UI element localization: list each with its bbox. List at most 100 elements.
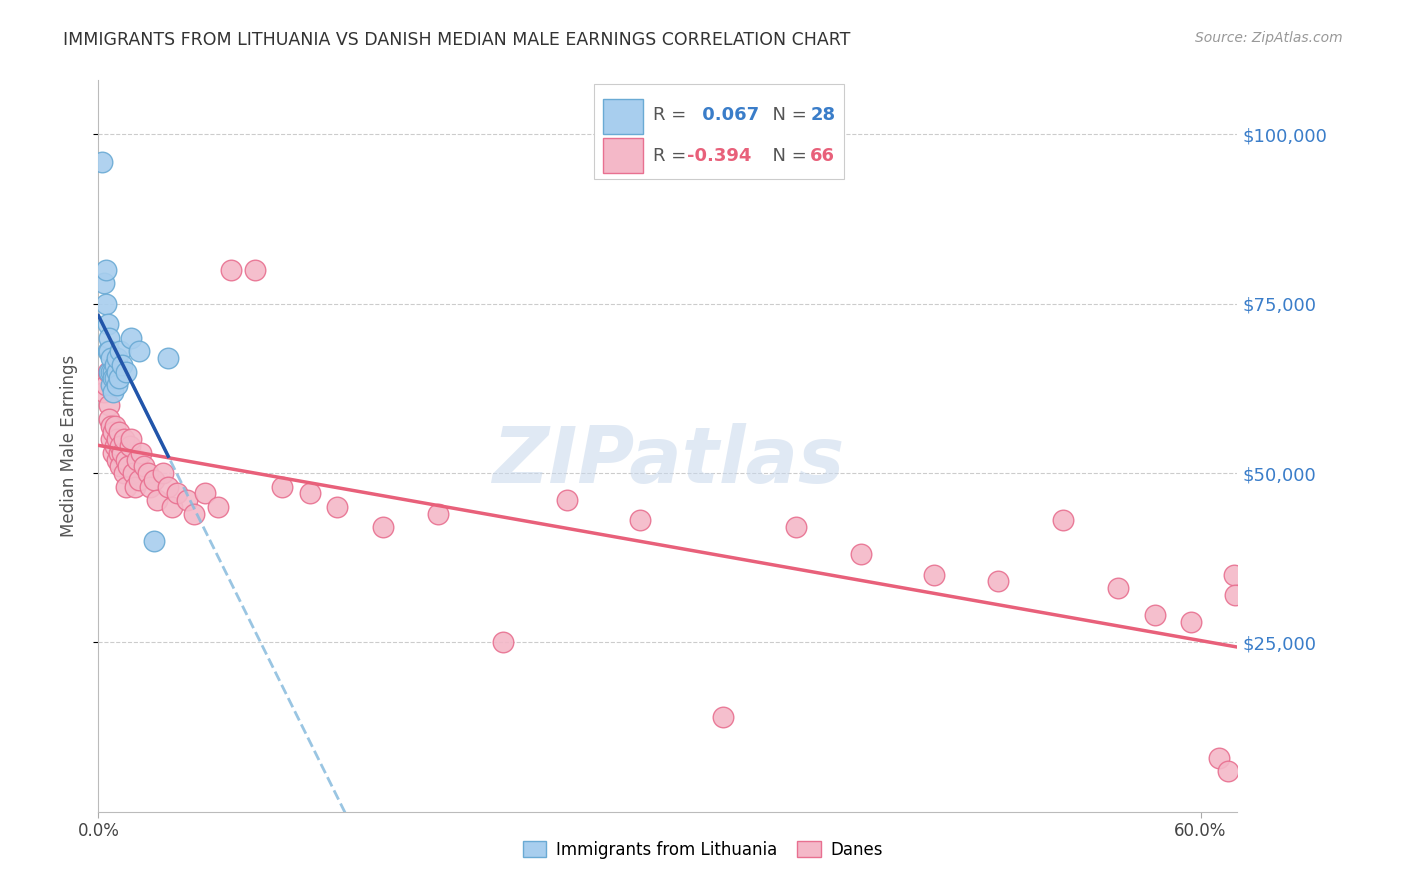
- Y-axis label: Median Male Earnings: Median Male Earnings: [59, 355, 77, 537]
- Text: 0.067: 0.067: [696, 105, 759, 124]
- Point: [100, 351, 122, 365]
- FancyBboxPatch shape: [593, 84, 845, 179]
- Point: [118, 439, 141, 453]
- Point: [101, 425, 124, 440]
- Point: [271, 480, 294, 494]
- FancyBboxPatch shape: [603, 138, 643, 173]
- Point: [117, 459, 139, 474]
- Point: [94, 263, 117, 277]
- Point: [110, 459, 132, 474]
- Point: [136, 466, 159, 480]
- Point: [107, 446, 129, 460]
- Point: [555, 493, 578, 508]
- Point: [98, 398, 121, 412]
- Point: [110, 344, 132, 359]
- Point: [100, 418, 122, 433]
- Point: [100, 432, 122, 446]
- Point: [1143, 608, 1166, 623]
- Point: [98, 344, 121, 359]
- Point: [183, 507, 205, 521]
- Point: [97, 317, 120, 331]
- Point: [129, 446, 152, 460]
- Point: [94, 297, 117, 311]
- Point: [107, 425, 129, 440]
- Text: ZIPatlas: ZIPatlas: [492, 423, 844, 499]
- Point: [112, 466, 135, 480]
- Point: [124, 480, 146, 494]
- Point: [105, 432, 128, 446]
- Point: [371, 520, 394, 534]
- Point: [219, 263, 242, 277]
- Point: [100, 378, 122, 392]
- Point: [91, 154, 114, 169]
- Point: [115, 480, 138, 494]
- Point: [157, 351, 180, 365]
- Point: [101, 446, 124, 460]
- Point: [111, 358, 134, 372]
- Point: [104, 418, 127, 433]
- Text: R =: R =: [652, 105, 692, 124]
- Point: [112, 432, 135, 446]
- Point: [176, 493, 198, 508]
- Point: [628, 514, 651, 528]
- Point: [711, 710, 734, 724]
- Point: [128, 344, 150, 359]
- Legend: Immigrants from Lithuania, Danes: Immigrants from Lithuania, Danes: [516, 835, 890, 866]
- Point: [142, 473, 165, 487]
- Point: [427, 507, 450, 521]
- Point: [1216, 764, 1239, 778]
- Point: [1225, 588, 1247, 602]
- Point: [1107, 581, 1129, 595]
- Point: [100, 364, 122, 378]
- Point: [101, 371, 124, 385]
- Point: [922, 567, 945, 582]
- Text: N =: N =: [761, 146, 813, 165]
- Point: [160, 500, 183, 514]
- Point: [987, 574, 1010, 589]
- Point: [105, 452, 128, 467]
- Point: [105, 351, 128, 365]
- Point: [93, 384, 115, 399]
- Point: [101, 364, 124, 378]
- Point: [785, 520, 807, 534]
- Point: [298, 486, 321, 500]
- Point: [166, 486, 188, 500]
- Point: [94, 378, 117, 392]
- Point: [97, 364, 120, 378]
- Point: [207, 500, 229, 514]
- Point: [243, 263, 266, 277]
- Text: N =: N =: [761, 105, 813, 124]
- Point: [1180, 615, 1202, 629]
- Point: [93, 277, 115, 291]
- Point: [326, 500, 349, 514]
- Point: [134, 459, 156, 474]
- Point: [122, 466, 145, 480]
- Point: [104, 439, 127, 453]
- Point: [98, 412, 121, 426]
- Point: [121, 432, 143, 446]
- Point: [157, 480, 180, 494]
- Point: [152, 466, 174, 480]
- Point: [491, 635, 513, 649]
- Point: [101, 384, 124, 399]
- Point: [194, 486, 217, 500]
- Point: [110, 439, 132, 453]
- Point: [121, 331, 143, 345]
- Point: [105, 378, 128, 392]
- Point: [128, 473, 150, 487]
- Point: [97, 344, 120, 359]
- Point: [1208, 750, 1230, 764]
- Text: -0.394: -0.394: [688, 146, 752, 165]
- Point: [1052, 514, 1074, 528]
- Text: Source: ZipAtlas.com: Source: ZipAtlas.com: [1195, 31, 1343, 45]
- Text: IMMIGRANTS FROM LITHUANIA VS DANISH MEDIAN MALE EARNINGS CORRELATION CHART: IMMIGRANTS FROM LITHUANIA VS DANISH MEDI…: [63, 31, 851, 49]
- Point: [115, 364, 138, 378]
- Point: [98, 364, 121, 378]
- Point: [111, 446, 134, 460]
- Point: [1222, 567, 1244, 582]
- Text: R =: R =: [652, 146, 692, 165]
- Point: [104, 358, 127, 372]
- Point: [107, 371, 129, 385]
- Point: [849, 547, 872, 561]
- Point: [98, 331, 121, 345]
